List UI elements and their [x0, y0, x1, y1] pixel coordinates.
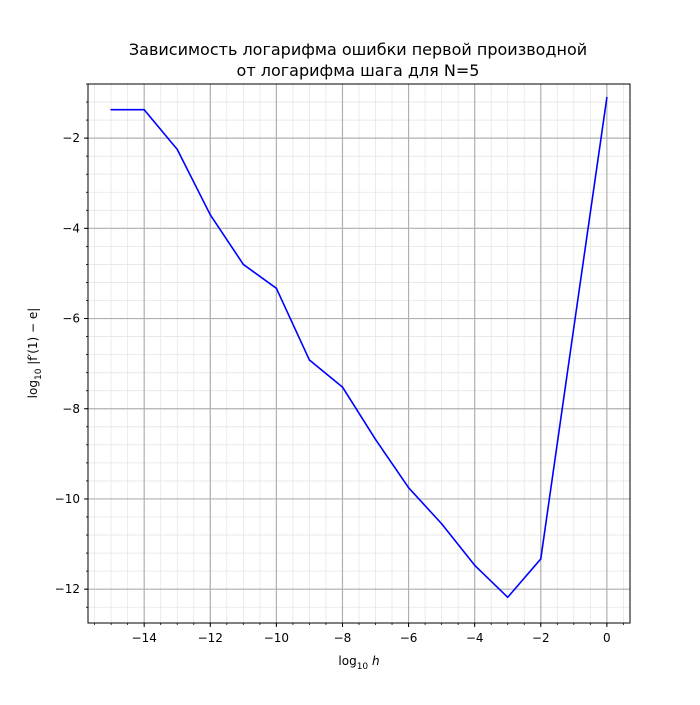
major-grid — [88, 84, 630, 623]
chart-title-line-1: Зависимость логарифма ошибки первой прои… — [129, 40, 587, 59]
series-layer — [110, 96, 608, 599]
y-tick-label: −10 — [55, 492, 80, 506]
data-point — [110, 108, 112, 111]
data-point — [573, 326, 575, 329]
y-tick-label: −8 — [62, 402, 80, 416]
y-tick-label: −2 — [62, 131, 80, 145]
data-point — [606, 96, 608, 99]
data-point — [341, 386, 344, 388]
data-point — [308, 359, 311, 361]
data-point — [143, 108, 145, 111]
data-point — [275, 287, 278, 290]
y-tick-label: −12 — [55, 582, 80, 596]
data-point — [209, 214, 212, 216]
x-tick-label: −4 — [466, 631, 484, 645]
y-axis-ticks: −2 −4 −6 −8 −10 −12 — [55, 83, 88, 608]
data-point — [374, 438, 377, 441]
data-point — [176, 148, 179, 151]
y-tick-label: −4 — [62, 221, 80, 235]
x-tick-label: −12 — [198, 631, 223, 645]
x-axis-ticks: −14 −12 −10 −8 −6 −4 −2 0 — [94, 623, 624, 645]
x-tick-label: −2 — [532, 631, 550, 645]
data-point — [506, 596, 509, 599]
x-tick-label: −8 — [334, 631, 352, 645]
data-point — [473, 564, 476, 567]
data-point — [539, 558, 542, 560]
chart-title-line-2: от логарифма шага для N=5 — [237, 61, 480, 80]
y-tick-label: −6 — [62, 312, 80, 326]
x-tick-label: −6 — [400, 631, 418, 645]
data-point — [440, 522, 443, 525]
data-point — [242, 263, 245, 266]
x-tick-label: −14 — [132, 631, 157, 645]
data-point — [407, 486, 410, 489]
series-line-0 — [111, 97, 608, 599]
y-axis-label: log10 |f′(1) − e| — [26, 308, 44, 399]
x-axis-label: log10 h — [338, 654, 379, 672]
x-tick-label: −10 — [264, 631, 289, 645]
x-tick-label: 0 — [603, 631, 611, 645]
